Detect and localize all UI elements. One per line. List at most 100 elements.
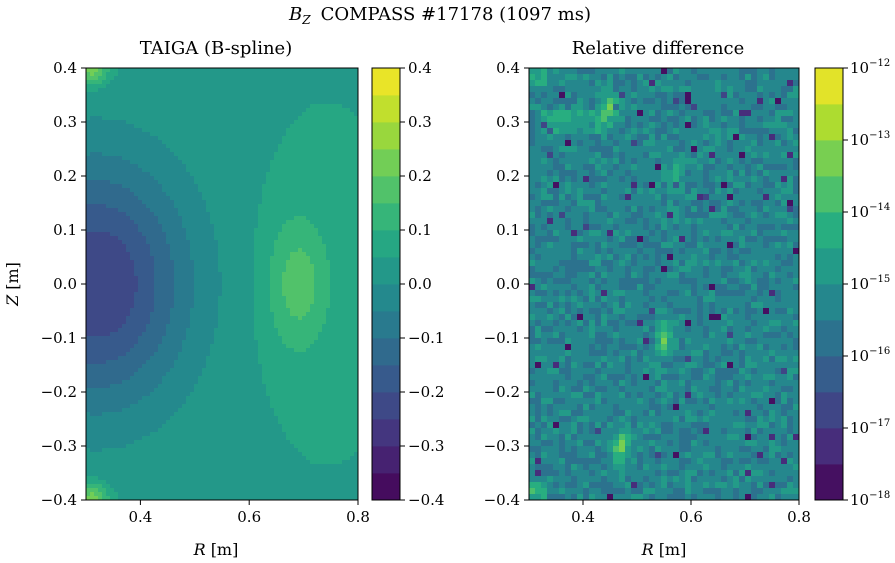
contour-cell: [330, 92, 335, 97]
contour-cell: [330, 332, 335, 337]
contour-cell: [354, 112, 358, 117]
contour-cell: [206, 200, 211, 205]
contour-cell: [162, 268, 167, 273]
contour-cell: [118, 344, 123, 349]
contour-cell: [250, 268, 255, 273]
contour-cell: [338, 316, 343, 321]
contour-cell: [106, 184, 111, 189]
contour-cell: [238, 76, 243, 81]
contour-cell: [114, 220, 119, 225]
contour-cell: [310, 176, 315, 181]
contour-cell: [302, 200, 307, 205]
contour-cell: [342, 344, 347, 349]
contour-cell: [86, 332, 91, 337]
contour-cell: [338, 104, 343, 109]
contour-cell: [194, 100, 199, 105]
contour-cell: [178, 284, 183, 289]
contour-cell: [242, 172, 247, 177]
contour-cell: [210, 308, 215, 313]
contour-cell: [254, 340, 259, 345]
contour-cell: [110, 240, 115, 245]
contour-cell: [354, 168, 358, 173]
contour-cell: [218, 344, 223, 349]
contour-cell: [186, 100, 191, 105]
contour-cell: [178, 260, 183, 265]
contour-cell: [142, 260, 147, 265]
contour-cell: [186, 224, 191, 229]
contour-cell: [162, 188, 167, 193]
contour-cell: [158, 176, 163, 181]
contour-cell: [150, 164, 155, 169]
contour-cell: [90, 296, 95, 301]
contour-cell: [118, 300, 123, 305]
contour-cell: [250, 256, 255, 261]
contour-cell: [322, 260, 327, 265]
contour-cell: [222, 284, 227, 289]
contour-cell: [150, 324, 155, 329]
contour-cell: [146, 188, 151, 193]
contour-cell: [122, 276, 127, 281]
contour-cell: [202, 280, 207, 285]
contour-cell: [142, 344, 147, 349]
contour-cell: [214, 284, 219, 289]
contour-cell: [258, 340, 263, 345]
contour-cell: [134, 340, 139, 345]
contour-cell: [150, 332, 155, 337]
contour-cell: [194, 68, 199, 73]
contour-cell: [226, 348, 231, 353]
contour-cell: [234, 300, 239, 305]
contour-cell: [310, 160, 315, 165]
contour-cell: [110, 308, 115, 313]
contour-cell: [226, 252, 231, 257]
contour-cell: [106, 204, 111, 209]
contour-cell: [254, 272, 259, 277]
contour-cell: [214, 316, 219, 321]
contour-cell: [126, 352, 131, 357]
contour-cell: [274, 272, 279, 277]
contour-cell: [330, 308, 335, 313]
contour-cell: [190, 244, 195, 249]
contour-cell: [250, 332, 255, 337]
contour-cell: [110, 128, 115, 133]
contour-cell: [254, 180, 259, 185]
contour-cell: [158, 252, 163, 257]
contour-cell: [142, 212, 147, 217]
contour-cell: [210, 204, 215, 209]
contour-cell: [238, 352, 243, 357]
contour-cell: [126, 244, 131, 249]
contour-cell: [126, 336, 131, 341]
contour-cell: [154, 176, 159, 181]
contour-cell: [214, 252, 219, 257]
contour-cell: [354, 144, 358, 149]
contour-cell: [122, 248, 127, 253]
contour-cell: [186, 148, 191, 153]
contour-cell: [238, 288, 243, 293]
contour-cell: [326, 236, 331, 241]
contour-cell: [270, 304, 275, 309]
contour-cell: [230, 244, 235, 249]
contour-cell: [182, 196, 187, 201]
contour-cell: [318, 164, 323, 169]
contour-cell: [262, 148, 267, 153]
contour-cell: [198, 256, 203, 261]
contour-cell: [122, 188, 127, 193]
contour-cell: [190, 140, 195, 145]
contour-cell: [186, 268, 191, 273]
contour-cell: [222, 332, 227, 337]
contour-cell: [102, 108, 107, 113]
contour-cell: [138, 300, 143, 305]
contour-cell: [346, 68, 351, 73]
contour-cell: [174, 240, 179, 245]
contour-cell: [230, 188, 235, 193]
contour-cell: [350, 128, 355, 133]
contour-cell: [122, 104, 127, 109]
contour-cell: [270, 236, 275, 241]
contour-cell: [142, 244, 147, 249]
contour-cell: [230, 216, 235, 221]
contour-cell: [118, 148, 123, 153]
contour-cell: [306, 304, 311, 309]
contour-cell: [246, 180, 251, 185]
contour-cell: [174, 296, 179, 301]
contour-cell: [262, 208, 267, 213]
contour-cell: [198, 184, 203, 189]
